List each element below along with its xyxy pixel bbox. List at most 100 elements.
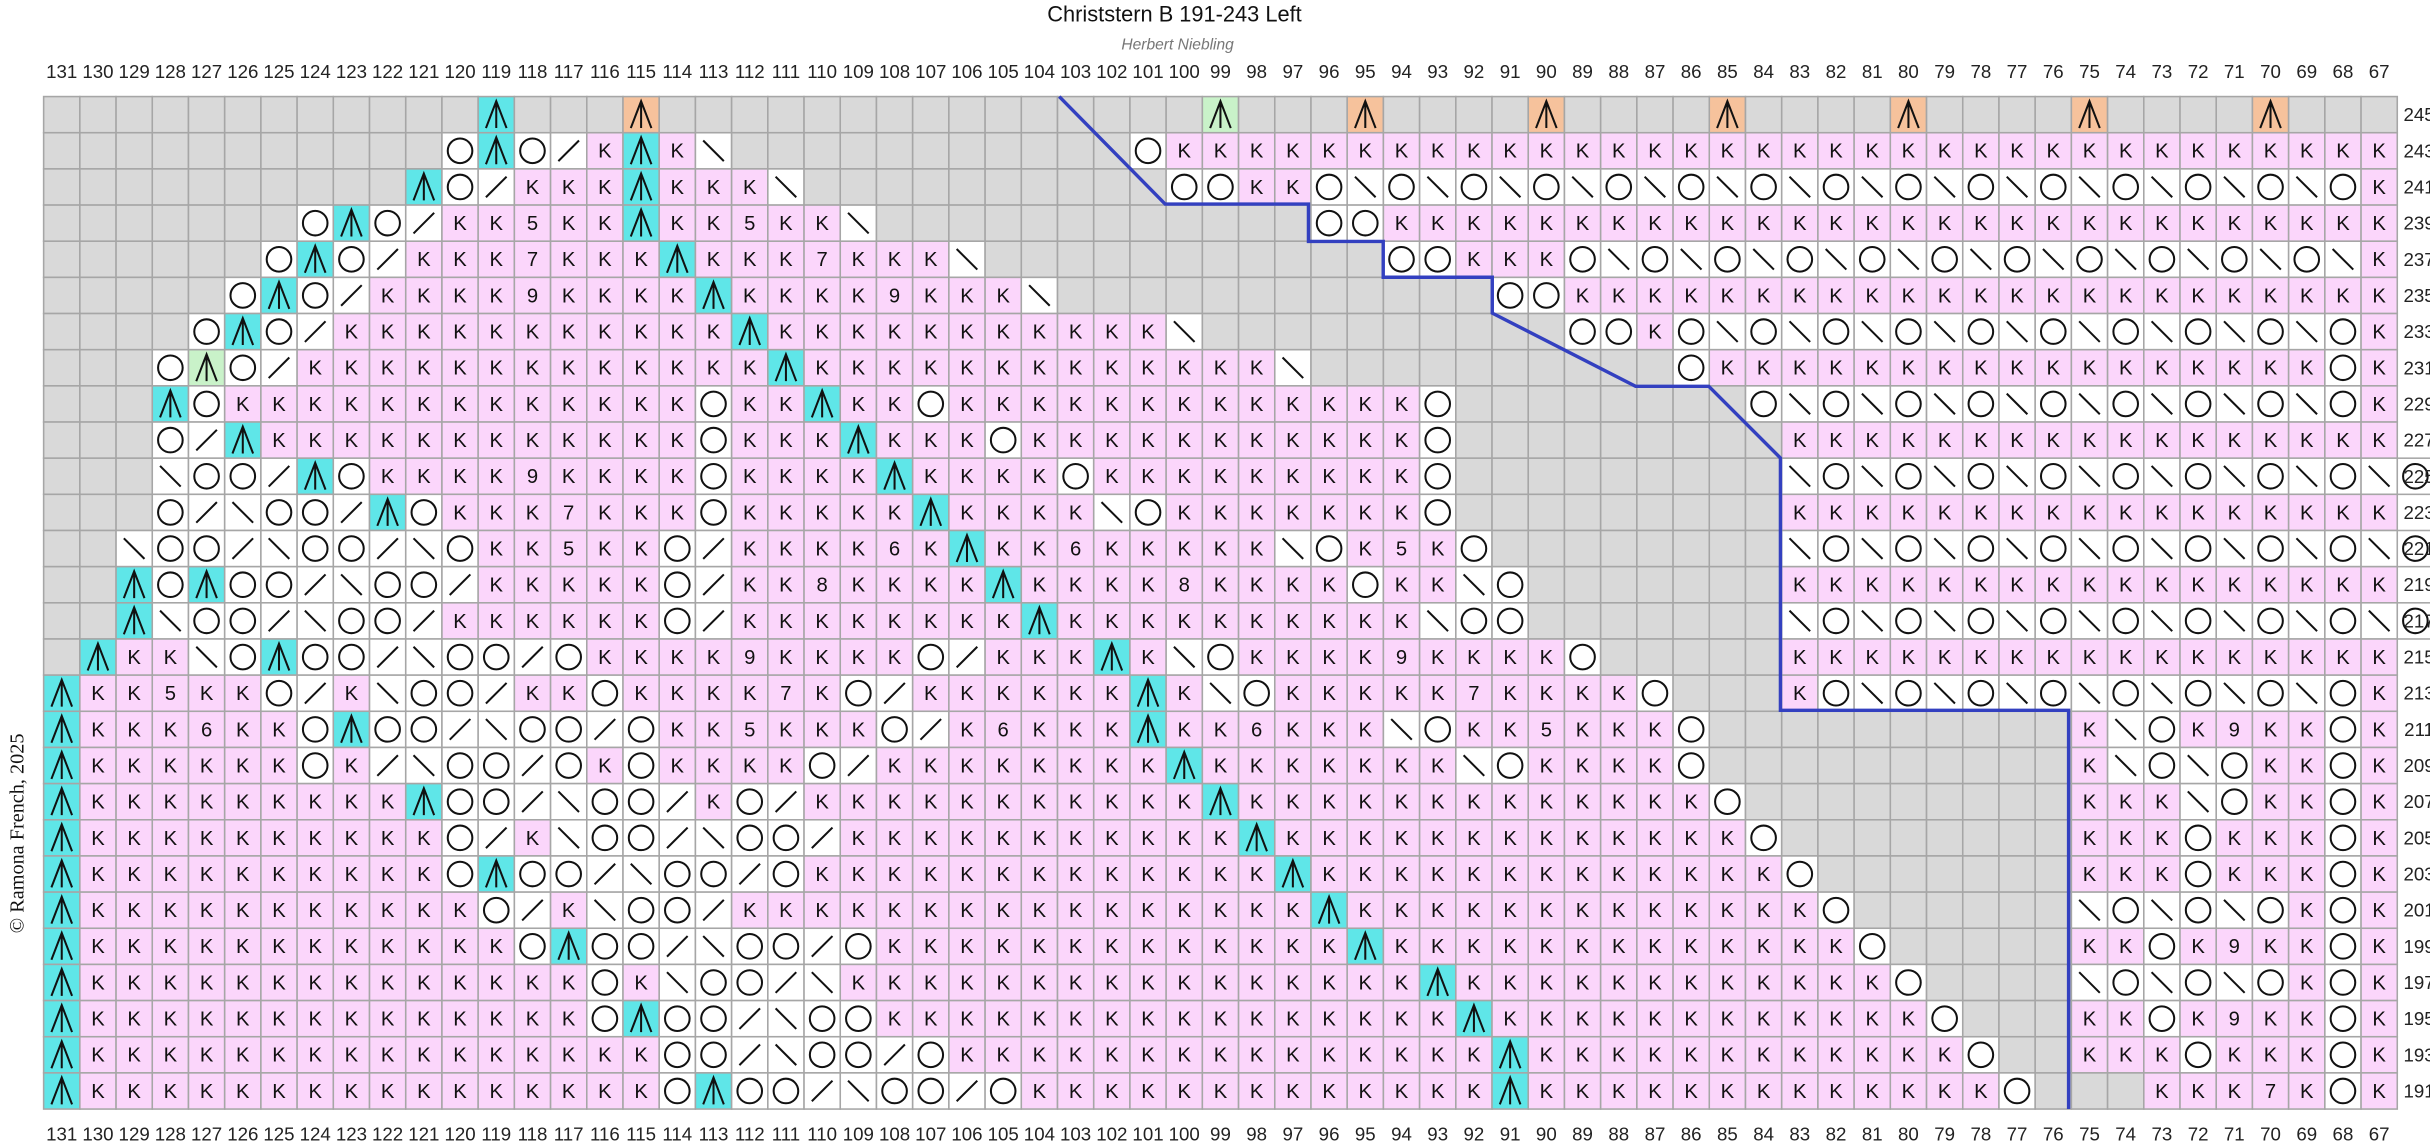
stitch-label: K (1105, 538, 1119, 560)
stitch-cell (1201, 348, 1240, 387)
stitch-label: K (996, 936, 1010, 958)
stitch-cell (115, 312, 154, 351)
stitch-cell (1092, 457, 1131, 496)
column-number: 74 (2115, 61, 2136, 82)
stitch-label: K (236, 719, 250, 741)
column-number: 120 (444, 61, 475, 82)
stitch-cell (1527, 602, 1566, 640)
stitch-label: K (1069, 502, 1083, 524)
column-number: 126 (227, 1123, 258, 1144)
row-number: 211 (2404, 719, 2430, 740)
stitch-label: K (1250, 466, 1264, 488)
stitch-label: K (1648, 213, 1662, 235)
stitch-label: K (164, 755, 178, 777)
stitch-cell (223, 385, 262, 423)
stitch-label: K (924, 936, 938, 958)
stitch-cell (115, 95, 154, 134)
stitch-label: K (91, 683, 105, 705)
stitch-cell (875, 168, 914, 206)
row-number: 199 (2403, 936, 2430, 957)
stitch-label: K (272, 430, 286, 452)
decrease (2078, 98, 2101, 129)
stitch-label: 9 (527, 285, 538, 307)
stitch-cell (115, 493, 154, 532)
stitch-label: K (345, 792, 359, 814)
stitch-cell (730, 131, 769, 170)
stitch-label: K (996, 1009, 1010, 1031)
stitch-cell (1817, 782, 1855, 821)
stitch-cell (1563, 529, 1602, 568)
stitch-label: K (1902, 430, 1916, 452)
stitch-label: K (1576, 864, 1590, 886)
stitch-cell (803, 493, 842, 532)
stitch-cell (1708, 493, 1747, 532)
stitch-label: K (1757, 213, 1771, 235)
stitch-cell (549, 95, 588, 134)
stitch-label: K (2372, 683, 2386, 705)
stitch-cell (79, 240, 117, 279)
stitch-label: K (1503, 647, 1517, 669)
stitch-label: K (852, 394, 866, 416)
stitch-label: K (1540, 828, 1554, 850)
stitch-label: K (1250, 177, 1264, 199)
stitch-label: K (852, 538, 866, 560)
stitch-label: K (1793, 1081, 1807, 1103)
stitch-label: K (1322, 683, 1336, 705)
stitch-cell (79, 276, 117, 315)
stitch-label: K (308, 936, 322, 958)
stitch-label: K (2336, 430, 2350, 452)
stitch-label: K (598, 141, 612, 163)
column-number: 102 (1096, 61, 1127, 82)
stitch-label: K (164, 647, 178, 669)
stitch-label: K (634, 1045, 648, 1067)
column-number: 115 (626, 1123, 656, 1144)
stitch-label: 6 (998, 719, 1009, 741)
stitch-cell (441, 348, 479, 387)
stitch-cell (42, 276, 81, 315)
stitch-cell (1491, 312, 1530, 351)
column-number: 131 (46, 61, 77, 82)
yarn-over (2076, 245, 2103, 273)
stitch-label: K (1141, 322, 1155, 344)
stitch-label: K (1141, 647, 1155, 669)
stitch-label: K (308, 828, 322, 850)
column-number: 82 (1826, 61, 1847, 82)
stitch-cell (513, 240, 552, 279)
stitch-label: 9 (744, 647, 755, 669)
stitch-label: K (127, 864, 141, 886)
stitch-label: K (1540, 213, 1554, 235)
stitch-cell (1889, 204, 1928, 242)
stitch-label: K (852, 900, 866, 922)
yarn-over (229, 571, 257, 599)
stitch-label: K (2264, 647, 2278, 669)
stitch-label: K (1250, 864, 1264, 886)
stitch-label: K (562, 611, 576, 633)
yarn-over (229, 607, 257, 635)
stitch-label: K (2119, 575, 2133, 597)
stitch-cell (1020, 312, 1059, 351)
stitch-label: K (1612, 828, 1626, 850)
ssk (702, 139, 725, 162)
ssk (1861, 537, 1884, 560)
column-number: 114 (662, 1123, 692, 1144)
stitch-cell (115, 457, 154, 496)
stitch-label: K (127, 1081, 141, 1103)
stitch-label: 5 (527, 213, 538, 235)
stitch-label: K (1395, 611, 1409, 633)
yarn-over (1315, 535, 1343, 562)
ssk (159, 609, 182, 632)
stitch-label: 8 (1179, 575, 1190, 597)
stitch-cell (1092, 529, 1131, 568)
stitch-cell (984, 131, 1023, 170)
stitch-label: K (127, 1045, 141, 1067)
stitch-cell (586, 131, 624, 170)
stitch-label: K (1177, 936, 1191, 958)
k2tog (557, 139, 580, 162)
stitch-label: K (2264, 430, 2278, 452)
stitch-label: K (1286, 141, 1300, 163)
stitch-cell (1165, 240, 1204, 279)
stitch-cell (79, 168, 117, 206)
stitch-label: K (2228, 141, 2242, 163)
stitch-cell (151, 204, 190, 242)
stitch-label: K (453, 936, 467, 958)
